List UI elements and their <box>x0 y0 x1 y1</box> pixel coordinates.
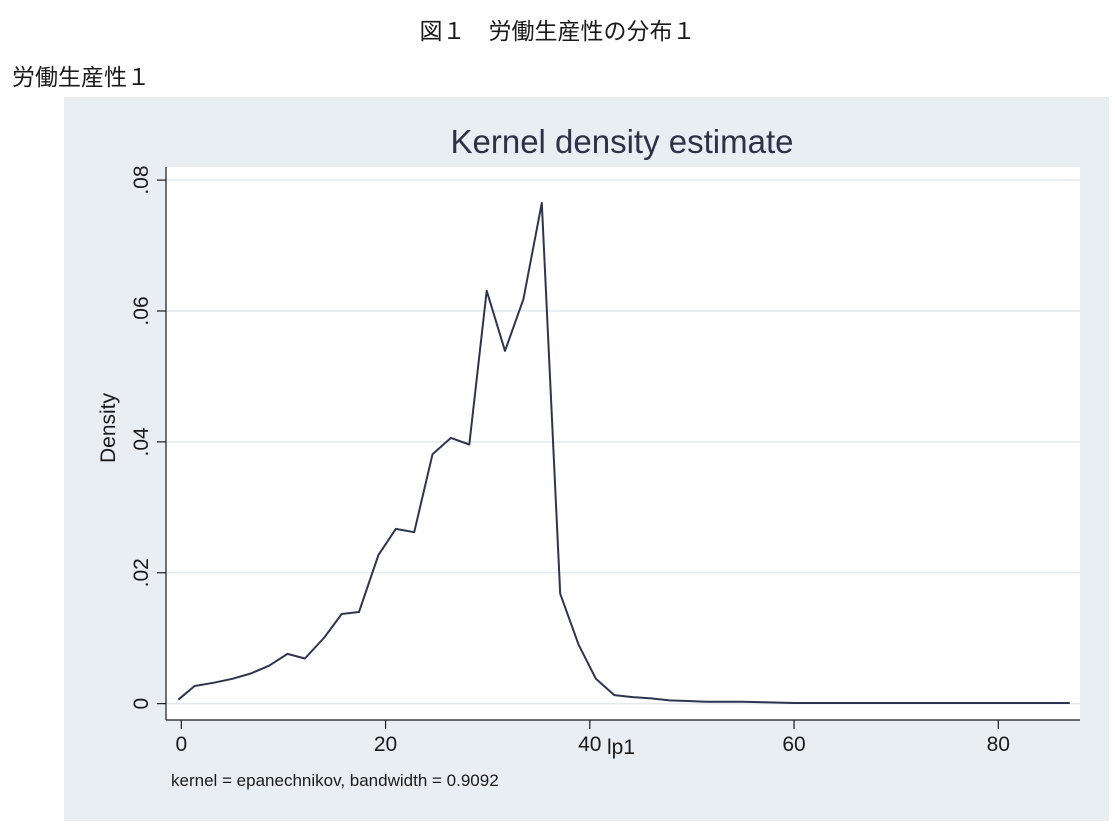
kernel-density-chart: Kernel density estimate 0 .02 .04 .06 .08 0 20… <box>97 123 1080 790</box>
x-axis-title: lp1 <box>607 736 635 759</box>
x-tick-label: 60 <box>782 733 805 756</box>
y-axis-title: Density <box>97 392 120 463</box>
chart-panel: Kernel density estimate 0 .02 .04 .06 .08 0 20… <box>64 97 1109 821</box>
y-tick-label: .06 <box>130 296 153 325</box>
series-layer <box>177 202 1070 704</box>
y-tick-label: .04 <box>130 427 153 457</box>
axis-ticks: 0 .02 .04 .06 .08 0 20 40 60 80 <box>130 165 1010 756</box>
y-tick-label: .02 <box>130 558 153 587</box>
x-tick-label: 20 <box>374 733 397 756</box>
panel-label: 労働生産性１ <box>12 65 150 91</box>
x-tick-label: 0 <box>175 733 187 756</box>
density-line <box>177 202 1070 704</box>
y-tick-label: 0 <box>130 698 153 710</box>
kernel-note: kernel = epanechnikov, bandwidth = 0.909… <box>171 771 499 790</box>
chart-title: Kernel density estimate <box>450 123 793 160</box>
x-tick-label: 40 <box>578 733 601 756</box>
figure-caption: 図１ 労働生産性の分布１ <box>419 19 696 45</box>
y-tick-label: .08 <box>130 165 153 194</box>
plot-area <box>166 167 1080 720</box>
x-tick-label: 80 <box>987 733 1010 756</box>
